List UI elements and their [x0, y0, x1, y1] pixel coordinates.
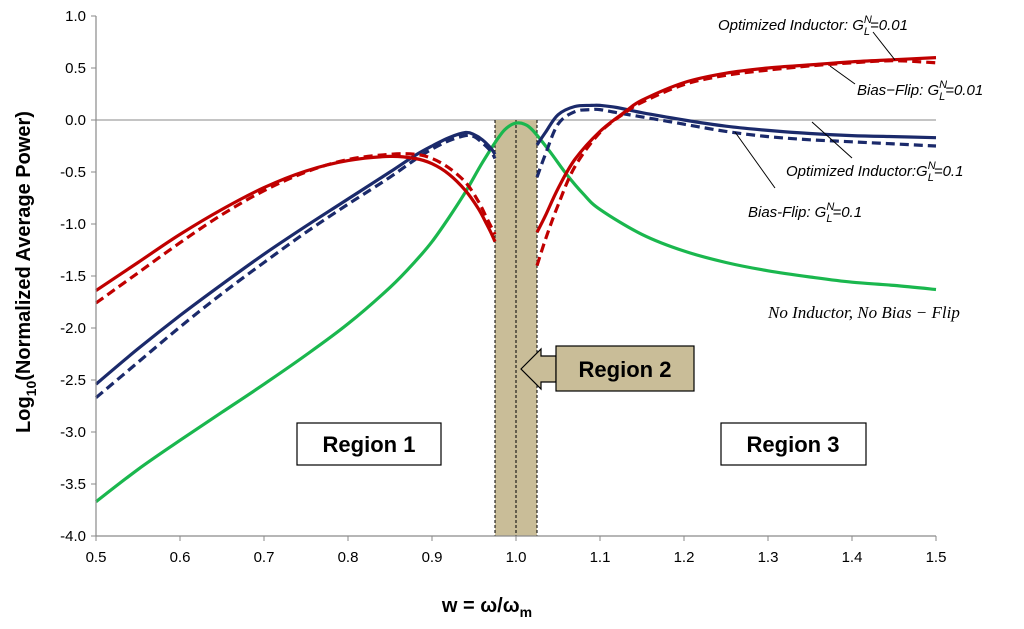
annotation-leaders: [734, 31, 896, 189]
series-line-bias-flip-gln-0-1: [94, 133, 497, 399]
region-1-box: Region 1: [296, 422, 442, 466]
series-line-bias-flip-gln-0-1: [535, 107, 937, 178]
y-tick-label: 1.0: [65, 8, 86, 25]
series-line-optimized-inductor-gln-0-1: [535, 103, 937, 146]
y-tick-label: -2.0: [60, 320, 86, 337]
series-line-optimized-inductor-gln-0-01: [535, 56, 937, 234]
x-tick-label: 1.1: [590, 549, 611, 566]
region-1-label: Region 1: [323, 432, 416, 457]
y-tick-label: -4.0: [60, 528, 86, 545]
y-tick-label: -1.0: [60, 216, 86, 233]
x-tick-label: 0.7: [254, 549, 275, 566]
y-tick-label: 0.5: [65, 60, 86, 77]
x-tick-label: 0.8: [338, 549, 359, 566]
annotation-no-inductor: No Inductor, No Bias − Flip: [767, 303, 960, 322]
region-2-label: Region 2: [579, 357, 672, 382]
series-line-bias-flip-gln-0-01: [95, 152, 497, 305]
y-axis-label: Log10(Normalized Average Power): [13, 111, 39, 433]
axes: [91, 15, 937, 541]
x-tick-label: 1.3: [758, 549, 779, 566]
x-tick-label: 1.2: [674, 549, 695, 566]
annotation-bias-flip-01: Bias-Flip: GN L=0.1: [748, 201, 862, 225]
annotation-opt-inductor-01: Optimized Inductor:GN L=0.1: [786, 160, 963, 184]
leader-bf-001: [829, 65, 856, 85]
leader-opt-01: [811, 121, 853, 159]
region-2-callout: Region 2: [520, 345, 695, 392]
x-tick-label: 1.0: [506, 549, 527, 566]
y-tick-label: -3.0: [60, 424, 86, 441]
y-tick-label: -3.5: [60, 476, 86, 493]
region-3-box: Region 3: [720, 422, 867, 466]
x-tick-label: 1.5: [926, 549, 947, 566]
series-line-optimized-inductor-gln-0-01: [95, 154, 497, 292]
x-tick-label: 0.6: [170, 549, 191, 566]
region-3-label: Region 3: [747, 432, 840, 457]
region-2-band: [494, 120, 538, 536]
leader-bf-01: [734, 131, 776, 189]
y-tick-labels: 1.0 0.5 0.0 -0.5 -1.0 -1.5 -2.0 -2.5 -3.0 -3.5 -4.…: [60, 8, 86, 545]
x-tick-label: 0.9: [422, 549, 443, 566]
y-tick-label: 0.0: [65, 112, 86, 129]
series-line-optimized-inductor-gln-0-1: [94, 130, 497, 386]
series-layer: [94, 56, 937, 503]
series-line-no-inductor-no-bias-flip: [95, 121, 937, 503]
x-tick-label: 0.5: [86, 549, 107, 566]
x-axis-label: w = ω/ωm: [441, 595, 532, 620]
y-tick-label: -0.5: [60, 164, 86, 181]
x-tick-label: 1.4: [842, 549, 863, 566]
annotation-opt-inductor-001: Optimized Inductor: GN L=0.01: [718, 14, 908, 38]
annotation-bias-flip-001: Bias−Flip: GN L=0.01: [857, 79, 983, 103]
y-tick-label: -1.5: [60, 268, 86, 285]
y-tick-label: -2.5: [60, 372, 86, 389]
leader-opt-001: [872, 31, 896, 61]
x-tick-labels: 0.5 0.6 0.7 0.8 0.9 1.0 1.1 1.2 1.3 1.4 1.5: [86, 549, 947, 566]
